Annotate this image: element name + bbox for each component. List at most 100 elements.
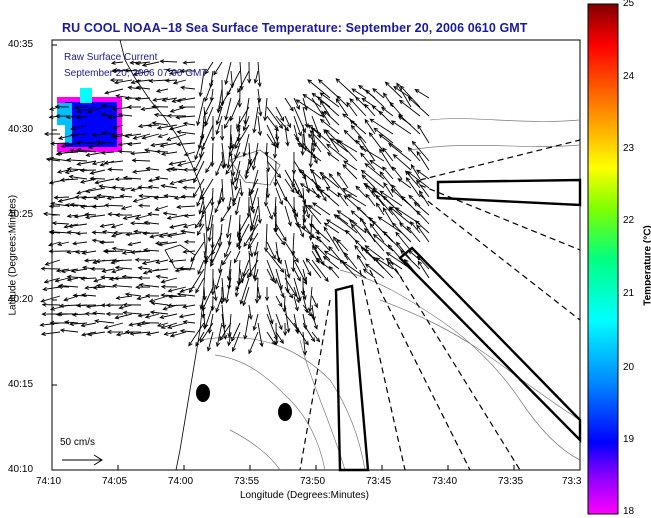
current-vector-head [354, 239, 360, 245]
current-vector-head [165, 68, 171, 73]
current-vector [411, 164, 421, 180]
current-vector-head [375, 202, 381, 208]
current-vector [284, 277, 297, 297]
current-vector-head [108, 276, 114, 282]
current-vector-head [101, 130, 107, 136]
current-vector-head [89, 266, 95, 272]
current-vector [96, 141, 115, 144]
current-vector-head [80, 332, 87, 337]
current-vector [379, 171, 394, 189]
current-vector-head [134, 96, 140, 102]
current-vector [335, 78, 358, 99]
current-vector-head [147, 268, 153, 274]
current-vector-head [183, 239, 189, 245]
current-vector-head [210, 262, 215, 268]
current-vector-head [188, 341, 193, 347]
current-vector [92, 160, 106, 165]
current-vector [114, 79, 133, 84]
current-vector-head [294, 306, 299, 312]
current-vector [293, 268, 301, 282]
current-vector-head [298, 193, 303, 199]
current-vector [339, 259, 358, 279]
current-vector [293, 313, 299, 334]
current-vector [284, 286, 293, 299]
current-vector [410, 221, 421, 234]
current-vector-head [112, 230, 118, 236]
current-vector-head [194, 155, 199, 161]
current-vector [300, 183, 322, 198]
current-vector-head [287, 221, 292, 227]
lat-tick-label: 40:20 [8, 294, 34, 305]
current-vector-head [131, 158, 137, 163]
current-vector-head [280, 116, 285, 122]
current-vector-head [183, 213, 189, 218]
current-vector-head [113, 276, 119, 281]
current-vector-head [166, 215, 172, 220]
current-vector-head [296, 276, 301, 282]
current-vector [391, 120, 412, 135]
current-vector-head [55, 268, 61, 273]
current-vector [257, 97, 262, 116]
current-vector [327, 152, 340, 162]
current-vector-head [190, 257, 195, 263]
current-vector-head [239, 191, 244, 197]
current-vector [389, 206, 412, 225]
current-vector [161, 294, 178, 297]
current-vector [177, 160, 196, 166]
current-vector [342, 188, 358, 198]
lon-tick-label: 73:3 [562, 476, 582, 487]
current-vector-head [309, 233, 315, 239]
current-vector-head [234, 144, 239, 150]
current-vector [224, 115, 232, 129]
current-vector [70, 133, 88, 136]
current-vector-head [164, 78, 170, 83]
current-vector [292, 169, 295, 188]
current-vector-head [49, 141, 55, 146]
current-vector-head [68, 148, 74, 153]
current-vector [311, 151, 318, 164]
current-vector-head [100, 103, 106, 109]
current-vector-head [224, 252, 229, 258]
current-vector [369, 160, 385, 171]
current-vector [404, 259, 421, 279]
current-vector-head [196, 230, 201, 236]
current-vector [293, 97, 300, 110]
current-vector-head [364, 227, 369, 233]
current-vector-head [278, 325, 283, 331]
current-vector-head [372, 88, 377, 93]
current-vector [55, 277, 70, 282]
current-vector-head [112, 134, 118, 139]
current-vector [49, 106, 61, 110]
current-vector [336, 214, 349, 225]
current-vector-head [91, 230, 97, 235]
current-vector [358, 136, 376, 162]
current-vector-head [244, 174, 249, 180]
current-vector [219, 259, 223, 273]
current-vector [388, 244, 403, 261]
current-vector-head [127, 85, 133, 90]
current-vector-head [182, 185, 187, 190]
current-vector-head [302, 276, 308, 282]
current-vector [316, 236, 331, 252]
current-vector [120, 195, 133, 198]
current-vector [102, 268, 115, 272]
current-vector [100, 223, 115, 227]
current-vector-head [416, 179, 421, 185]
current-vector [126, 232, 142, 236]
current-vector-head [305, 213, 311, 219]
current-vector [323, 256, 340, 270]
current-vector-head [304, 340, 309, 346]
current-vector [177, 131, 196, 135]
current-vector-head [310, 337, 316, 343]
current-vector [128, 241, 142, 246]
current-vector-head [49, 306, 55, 311]
current-vector-head [194, 223, 199, 229]
current-vector-head [114, 265, 120, 270]
current-vector [221, 277, 225, 302]
current-vector [207, 331, 214, 351]
current-vector-head [99, 223, 105, 228]
current-vector-head [205, 168, 210, 174]
colorbar-tick: 24 [623, 71, 635, 82]
current-vector [148, 268, 169, 272]
current-vector-head [99, 240, 104, 245]
